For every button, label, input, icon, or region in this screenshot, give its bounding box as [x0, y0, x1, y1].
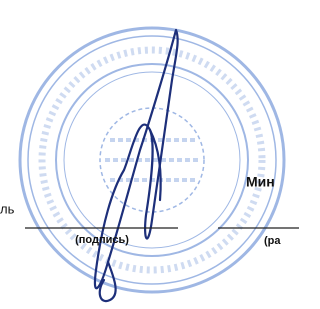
document-fragment: ль Мин (подпись) (ра [0, 0, 299, 309]
right-caption: (ра [264, 235, 281, 247]
page: ль Мин (подпись) (ра (() => { const data… [0, 0, 299, 309]
signature-caption: (подпись) [75, 234, 129, 246]
signature [95, 30, 178, 301]
right-fragment: Мин [246, 174, 275, 190]
left-fragment: ль [0, 201, 15, 216]
